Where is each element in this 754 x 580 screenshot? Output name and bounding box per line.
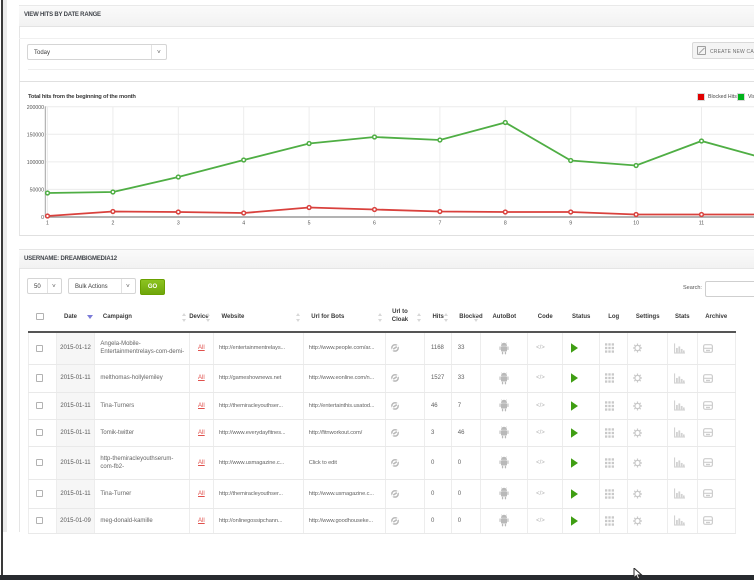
svg-text:6: 6 <box>373 221 376 227</box>
svg-text:4: 4 <box>242 221 245 227</box>
svg-text:1: 1 <box>46 221 49 227</box>
svg-text:8: 8 <box>504 221 507 227</box>
svg-text:2: 2 <box>111 221 114 227</box>
svg-text:5: 5 <box>308 221 311 227</box>
svg-text:0: 0 <box>41 215 44 221</box>
svg-text:50000: 50000 <box>30 188 45 194</box>
svg-text:100000: 100000 <box>27 160 44 166</box>
svg-text:200000: 200000 <box>27 105 44 111</box>
svg-text:150000: 150000 <box>27 132 44 138</box>
svg-text:7: 7 <box>438 221 441 227</box>
svg-text:9: 9 <box>569 221 572 227</box>
svg-text:10: 10 <box>633 221 639 227</box>
svg-text:11: 11 <box>699 221 704 227</box>
svg-text:3: 3 <box>177 221 180 227</box>
